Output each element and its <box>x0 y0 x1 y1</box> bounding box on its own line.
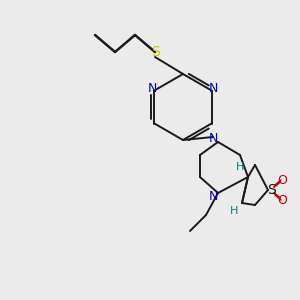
Text: O: O <box>277 173 287 187</box>
Text: H: H <box>230 206 238 216</box>
Text: N: N <box>208 133 218 146</box>
Text: H: H <box>236 162 244 172</box>
Text: N: N <box>208 190 218 202</box>
Text: N: N <box>209 82 218 95</box>
Text: N: N <box>148 82 157 95</box>
Text: O: O <box>277 194 287 206</box>
Text: S: S <box>267 183 275 197</box>
Text: S: S <box>151 45 159 59</box>
